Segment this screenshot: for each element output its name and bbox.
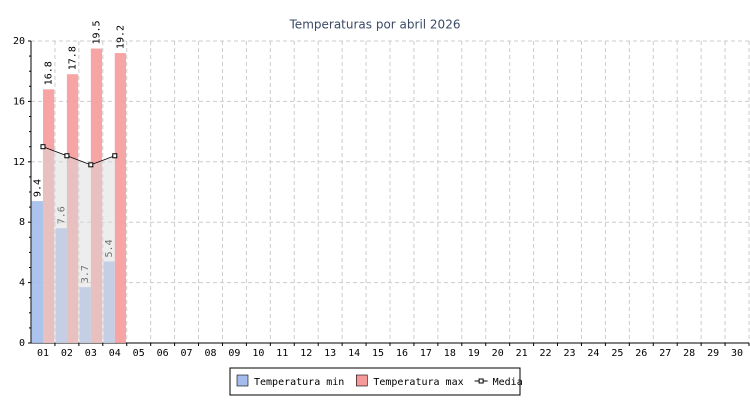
x-tick-label: 20	[492, 348, 504, 359]
legend-label: Temperatura min	[254, 377, 344, 388]
line-marker	[40, 144, 46, 150]
legend-box	[229, 367, 521, 396]
legend-label: Temperatura max	[373, 377, 463, 388]
x-tick-label: 12	[300, 348, 312, 359]
x-tick-label: 02	[61, 348, 73, 359]
legend-swatch-marker	[478, 378, 484, 384]
x-tick-label: 16	[396, 348, 408, 359]
y-tick-label: 0	[19, 338, 25, 349]
data-label: 19.2	[115, 25, 126, 49]
x-tick-label: 27	[659, 348, 671, 359]
x-tick-label: 08	[204, 348, 216, 359]
bar	[114, 53, 127, 344]
x-tick-label: 04	[109, 348, 121, 359]
data-label: 9.4	[32, 179, 43, 197]
x-tick-label: 23	[563, 348, 575, 359]
x-tick-label: 13	[324, 348, 336, 359]
x-tick-label: 09	[228, 348, 240, 359]
y-tick-label: 12	[13, 157, 25, 168]
x-tick-label: 05	[133, 348, 145, 359]
x-tick-label: 17	[420, 348, 432, 359]
bar	[31, 201, 43, 343]
x-tick-label: 29	[707, 348, 719, 359]
data-label: 19.5	[91, 20, 102, 44]
y-tick-label: 16	[13, 96, 25, 107]
x-tick-label: 03	[85, 348, 97, 359]
chart-title: Temperaturas por abril 2026	[289, 18, 461, 32]
line	[42, 146, 115, 166]
legend-label: Media	[493, 377, 523, 388]
line-marker	[112, 153, 118, 159]
data-label: 17.8	[68, 46, 79, 70]
line-marker	[64, 153, 70, 159]
x-tick-label: 06	[157, 348, 169, 359]
x-tick-label: 15	[372, 348, 384, 359]
line-area	[42, 146, 115, 343]
legend-swatch	[236, 374, 249, 387]
y-tick-label: 20	[13, 36, 25, 47]
x-tick-label: 01	[37, 348, 49, 359]
x-tick-label: 10	[252, 348, 264, 359]
data-label: 16.8	[44, 61, 55, 85]
x-tick-label: 07	[181, 348, 193, 359]
x-tick-label: 21	[516, 348, 528, 359]
x-tick-label: 14	[348, 348, 360, 359]
y-tick-label: 4	[19, 278, 25, 289]
x-tick-label: 18	[444, 348, 456, 359]
line-marker	[88, 162, 94, 168]
legend-swatch	[356, 374, 368, 387]
x-tick-label: 24	[587, 348, 599, 359]
x-tick-label: 11	[276, 348, 288, 359]
x-tick-label: 22	[540, 348, 552, 359]
x-tick-label: 28	[683, 348, 695, 359]
x-tick-label: 30	[731, 348, 743, 359]
y-tick-label: 8	[19, 217, 25, 228]
x-tick-label: 26	[635, 348, 647, 359]
x-tick-label: 25	[611, 348, 623, 359]
x-tick-label: 19	[468, 348, 480, 359]
